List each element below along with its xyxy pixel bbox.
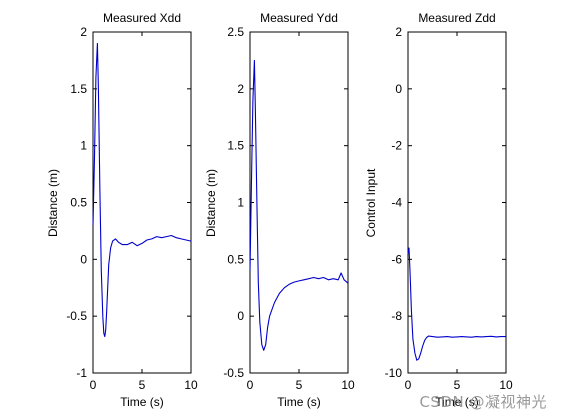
y-tick-label: 2 xyxy=(80,25,87,39)
y-tick-label: -8 xyxy=(391,309,402,323)
chart-title: Measured Zdd xyxy=(418,11,495,25)
series-line xyxy=(407,247,506,361)
y-tick-label: -0.5 xyxy=(66,309,87,323)
y-axis-label: Distance (m) xyxy=(204,169,218,237)
y-tick-label: -0.5 xyxy=(223,366,244,380)
subplot-xdd: Measured Xdd Time (s) Distance (m) 0 5 10-… xyxy=(46,11,198,409)
y-tick-label: 1 xyxy=(80,139,87,153)
y-tick-label: -10 xyxy=(385,366,403,380)
y-tick-label: 0 xyxy=(80,252,87,266)
watermark: CSDN @凝视神光 xyxy=(419,393,547,411)
x-tick-label: 0 xyxy=(247,378,254,392)
y-tick-label: 2 xyxy=(237,82,244,96)
x-tick-label: 5 xyxy=(454,378,461,392)
x-tick-label: 10 xyxy=(184,378,198,392)
y-tick-label: 1.5 xyxy=(227,139,244,153)
chart-title: Measured Xdd xyxy=(103,11,181,25)
y-tick-label: 2.5 xyxy=(227,25,244,39)
x-tick-label: 5 xyxy=(139,378,146,392)
x-axis-label: Time (s) xyxy=(277,395,321,409)
y-tick-label: 2 xyxy=(395,25,402,39)
y-axis-label: Distance (m) xyxy=(46,169,60,237)
x-axis-label: Time (s) xyxy=(435,395,479,409)
series-line xyxy=(249,59,349,351)
y-tick-label: 1.5 xyxy=(70,82,87,96)
x-tick-label: 0 xyxy=(90,378,97,392)
y-tick-label: 0.5 xyxy=(227,252,244,266)
y-tick-label: -6 xyxy=(391,252,402,266)
y-tick-label: -1 xyxy=(76,366,87,380)
y-tick-label: 0 xyxy=(395,82,402,96)
y-tick-label: 1 xyxy=(237,196,244,210)
chart-title: Measured Ydd xyxy=(260,11,338,25)
subplot-zdd: Measured Zdd Time (s) Control Input 0 5 10… xyxy=(364,11,513,409)
series-line xyxy=(92,42,192,338)
x-tick-label: 10 xyxy=(341,378,355,392)
y-axis-label: Control Input xyxy=(364,168,378,237)
y-tick-label: 0 xyxy=(237,309,244,323)
x-tick-label: 0 xyxy=(405,378,412,392)
x-axis-label: Time (s) xyxy=(120,395,164,409)
y-tick-label: 0.5 xyxy=(70,196,87,210)
y-tick-label: -4 xyxy=(391,196,402,210)
subplot-ydd: Measured Ydd Time (s) Distance (m) 0 5 10-… xyxy=(204,11,355,409)
x-tick-label: 5 xyxy=(296,378,303,392)
x-tick-label: 10 xyxy=(499,378,513,392)
y-tick-label: -2 xyxy=(391,139,402,153)
